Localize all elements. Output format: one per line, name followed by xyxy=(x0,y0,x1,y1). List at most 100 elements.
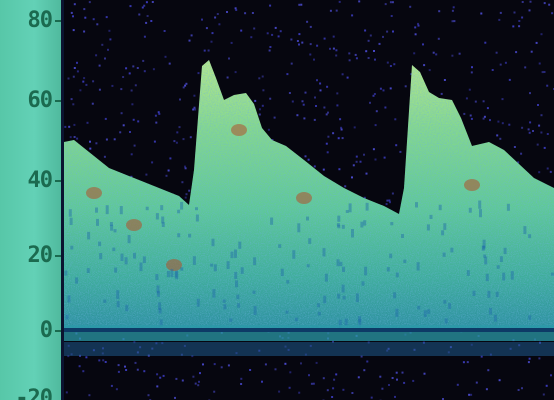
speckle xyxy=(332,47,335,50)
speckle xyxy=(487,369,490,372)
speckle xyxy=(528,357,531,360)
speckle xyxy=(451,20,454,23)
texture-streak xyxy=(114,267,118,273)
texture-streak xyxy=(528,234,532,239)
baseline-band xyxy=(64,325,554,341)
hot-spot xyxy=(296,192,312,204)
speckle xyxy=(104,57,106,60)
speckle xyxy=(189,136,192,139)
texture-streak xyxy=(348,203,352,213)
speckle xyxy=(105,16,108,19)
speckle xyxy=(129,131,131,133)
speckle xyxy=(465,97,468,100)
texture-streak xyxy=(145,206,149,211)
speckle xyxy=(379,87,382,90)
texture-streak xyxy=(496,265,500,269)
speckle xyxy=(188,189,191,192)
speckle xyxy=(104,117,107,120)
speckle xyxy=(70,11,73,14)
speckle xyxy=(125,67,128,70)
texture-streak xyxy=(212,289,216,298)
speckle xyxy=(394,118,397,121)
speckle xyxy=(191,355,194,358)
speckle xyxy=(131,103,134,106)
speckle xyxy=(184,165,186,168)
speckle xyxy=(346,76,349,79)
speckle xyxy=(338,168,341,171)
speckle xyxy=(401,371,404,374)
speckle xyxy=(76,70,79,73)
speckle xyxy=(329,47,331,50)
speckle xyxy=(203,49,206,52)
speckle xyxy=(390,15,393,17)
texture-streak xyxy=(322,248,326,257)
speckle xyxy=(117,370,120,373)
speckle xyxy=(141,6,144,9)
speckle xyxy=(372,148,375,151)
speckle xyxy=(352,164,355,167)
tick-label-40: 40 xyxy=(27,168,54,193)
speckle xyxy=(355,160,358,163)
speckle xyxy=(499,63,502,66)
speckle xyxy=(202,363,204,366)
speckle xyxy=(234,71,237,74)
texture-streak xyxy=(166,271,170,278)
speckle xyxy=(226,11,228,13)
texture-streak xyxy=(116,301,120,308)
speckle xyxy=(156,385,159,388)
speckle xyxy=(73,3,76,6)
speckle xyxy=(366,360,369,363)
spectral-waveform-area xyxy=(64,0,554,400)
speckle xyxy=(386,61,389,64)
texture-streak xyxy=(125,304,129,312)
speckle xyxy=(136,67,139,69)
texture-streak xyxy=(270,217,274,225)
speckle xyxy=(182,86,185,89)
speckle xyxy=(392,30,394,33)
speckle xyxy=(234,7,237,10)
speckle xyxy=(301,100,304,103)
speckle xyxy=(119,131,122,134)
speckle xyxy=(228,57,230,60)
speckle xyxy=(175,141,178,144)
texture-streak xyxy=(292,250,296,259)
speckle xyxy=(258,77,261,80)
speckle xyxy=(163,30,166,32)
speckle xyxy=(543,2,546,5)
speckle xyxy=(543,71,546,73)
speckle xyxy=(82,370,85,373)
speckle xyxy=(535,41,538,44)
speckle xyxy=(92,80,95,83)
speckle xyxy=(524,66,527,69)
speckle xyxy=(517,389,520,391)
speckle xyxy=(396,378,398,381)
texture-streak xyxy=(495,291,499,297)
speckle xyxy=(91,102,94,105)
texture-streak xyxy=(415,202,418,208)
speckle xyxy=(382,35,384,38)
texture-streak xyxy=(482,239,486,248)
speckle xyxy=(491,69,494,71)
speckle xyxy=(73,123,76,126)
speckle xyxy=(468,88,471,91)
texture-streak xyxy=(355,293,359,303)
speckle xyxy=(530,50,533,53)
speckle xyxy=(145,173,148,176)
speckle xyxy=(268,49,271,52)
speckle xyxy=(521,1,524,3)
speckle xyxy=(341,137,344,140)
speckle xyxy=(122,124,125,127)
hot-spot xyxy=(86,187,102,199)
speckle xyxy=(538,171,541,174)
speckle xyxy=(198,380,200,383)
texture-streak xyxy=(65,314,69,320)
speckle xyxy=(384,106,387,109)
speckle xyxy=(185,193,188,196)
speckle xyxy=(132,65,135,68)
texture-streak xyxy=(478,200,482,209)
speckle xyxy=(192,108,195,111)
speckle xyxy=(67,77,70,80)
texture-streak xyxy=(345,210,349,213)
speckle xyxy=(261,75,264,78)
